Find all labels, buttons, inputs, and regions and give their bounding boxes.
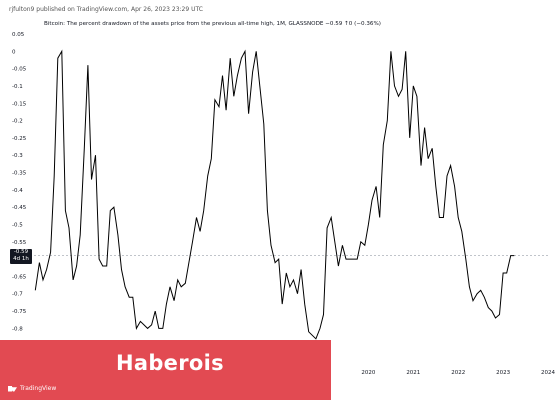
x-tick-label: 2024 <box>541 370 555 376</box>
y-tick-label: -0.25 <box>12 136 27 142</box>
y-tick-label: -0.1 <box>12 84 23 90</box>
y-tick-label: 0 <box>12 49 16 55</box>
y-tick-label: -0.15 <box>12 101 27 107</box>
x-tick-label: 2023 <box>496 370 510 376</box>
y-tick-label: -0.65 <box>12 274 27 280</box>
x-tick-label: 2022 <box>451 370 465 376</box>
last-price-value: -0.59 <box>13 248 29 255</box>
y-tick-label: -0.05 <box>12 67 27 73</box>
y-tick-label: -0.7 <box>12 292 23 298</box>
y-tick-label: -0.75 <box>12 309 27 315</box>
tradingview-logo: TradingView <box>8 385 56 392</box>
y-tick-label: -0.55 <box>12 240 27 246</box>
y-axis: 0.05 0 -0.05 -0.1 -0.15 -0.2 -0.25 -0.3 -0.35 -0.… <box>12 32 27 367</box>
y-tick-label: -0.2 <box>12 119 23 125</box>
y-tick-label: -0.5 <box>12 222 23 228</box>
bar-countdown: 4d 1h <box>13 255 29 262</box>
x-tick-label: 2021 <box>406 370 420 376</box>
y-tick-label: -0.4 <box>12 188 23 194</box>
watermark-text: Haberois <box>116 351 224 375</box>
y-tick-label: 0.05 <box>12 32 25 38</box>
tradingview-logo-text: TradingView <box>20 385 57 392</box>
legend-title: Bitcoin: The percent drawdown of the ass… <box>44 21 381 27</box>
drawdown-series-line <box>34 49 515 340</box>
y-tick-label: -0.45 <box>12 205 27 211</box>
y-tick-label: -0.35 <box>12 171 27 177</box>
tradingview-logo-icon <box>8 385 17 392</box>
watermark-band <box>0 340 331 400</box>
last-price-badge: -0.59 4d 1h <box>10 248 32 264</box>
publish-note: rjfulton9 published on TradingView.com, … <box>9 6 203 13</box>
y-tick-label: -0.8 <box>12 326 23 332</box>
y-tick-label: -0.3 <box>12 153 23 159</box>
x-tick-label: 2020 <box>361 370 375 376</box>
